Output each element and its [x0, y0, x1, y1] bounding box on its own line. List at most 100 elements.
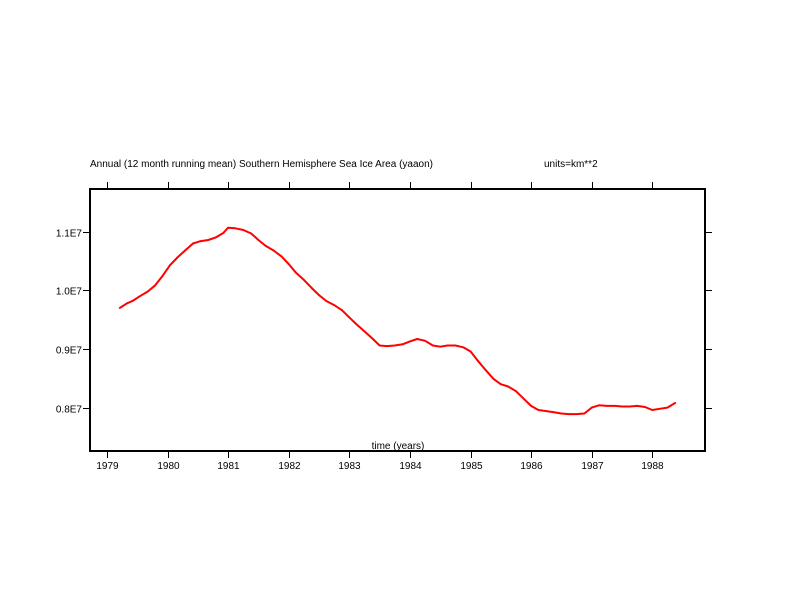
data-point — [446, 344, 449, 347]
data-point — [126, 302, 128, 305]
data-point — [409, 340, 411, 343]
data-point — [424, 339, 426, 342]
y-ticks-left — [83, 232, 90, 409]
data-point — [118, 307, 121, 309]
x-ticks-bottom — [107, 451, 653, 458]
x-tick-label: 1985 — [460, 461, 483, 472]
data-point — [131, 300, 134, 302]
data-point — [169, 264, 171, 267]
data-point — [264, 245, 267, 247]
data-point — [333, 304, 336, 306]
x-ticks-top — [107, 182, 653, 189]
y-tick-label: 0.8E7 — [56, 405, 83, 416]
y-tick-labels: 1.1E7 1.0E7 0.9E7 0.8E7 — [56, 229, 83, 416]
data-point — [674, 402, 677, 404]
data-point — [499, 383, 502, 386]
data-point — [242, 229, 245, 231]
x-tick-label: 1984 — [399, 461, 422, 472]
data-point — [613, 405, 616, 407]
data-point — [378, 344, 381, 347]
data-point — [515, 390, 517, 393]
x-tick-label: 1982 — [278, 461, 301, 472]
data-point — [522, 397, 525, 400]
x-tick-label: 1981 — [217, 461, 240, 472]
units-label: units=km**2 — [544, 159, 598, 170]
data-point — [560, 412, 563, 415]
x-tick-label: 1987 — [581, 461, 604, 472]
data-point — [272, 249, 275, 252]
x-axis-label: time (years) — [372, 441, 425, 452]
data-point — [234, 227, 237, 230]
x-tick-label: 1988 — [641, 461, 664, 472]
data-point — [287, 263, 290, 265]
data-point — [666, 406, 669, 409]
x-tick-label: 1980 — [157, 461, 180, 472]
data-point — [325, 300, 328, 302]
data-point — [530, 405, 532, 407]
data-point — [651, 409, 654, 411]
y-ticks-right — [705, 232, 712, 409]
x-tick-label: 1986 — [520, 461, 543, 472]
x-tick-labels: 1979 1980 1981 1982 1983 1984 1985 1986 1987 1988 — [96, 461, 664, 472]
data-point — [605, 405, 608, 407]
data-point — [192, 242, 194, 245]
data-point — [393, 344, 396, 347]
data-point — [537, 409, 540, 411]
data-point — [199, 240, 202, 243]
data-point — [476, 359, 479, 362]
data-point — [341, 309, 343, 312]
series-line — [119, 226, 676, 416]
data-point — [492, 378, 495, 380]
data-point — [355, 323, 358, 326]
data-point — [545, 410, 548, 412]
y-tick-label: 0.9E7 — [56, 346, 83, 357]
data-point — [628, 405, 631, 408]
data-point — [621, 405, 623, 408]
data-point — [636, 405, 638, 407]
data-point — [644, 406, 646, 408]
x-tick-label: 1979 — [96, 461, 119, 472]
data-point — [161, 274, 164, 277]
series-group — [118, 226, 677, 416]
data-point — [310, 287, 313, 289]
data-point — [222, 232, 225, 234]
data-point — [590, 406, 593, 409]
data-point — [184, 249, 187, 252]
data-point — [295, 271, 297, 274]
data-point — [416, 338, 419, 340]
data-point — [177, 256, 179, 258]
data-point — [257, 239, 260, 241]
data-point — [227, 226, 230, 229]
data-point — [507, 385, 509, 388]
data-point — [439, 345, 442, 348]
data-point — [575, 413, 578, 415]
y-tick-label: 1.1E7 — [56, 229, 83, 240]
data-point — [432, 344, 434, 347]
data-point — [567, 413, 570, 415]
y-tick-label: 1.0E7 — [56, 287, 83, 298]
plot-frame — [89, 188, 706, 452]
data-point — [280, 255, 283, 258]
data-point — [598, 404, 600, 407]
data-point — [401, 343, 404, 346]
data-point — [153, 284, 156, 287]
data-point — [303, 279, 305, 281]
data-point — [386, 345, 388, 347]
chart-title: Annual (12 month running mean) Southern … — [90, 159, 433, 170]
data-point — [250, 232, 253, 235]
data-point — [363, 330, 366, 333]
data-point — [318, 294, 320, 296]
data-point — [371, 337, 374, 340]
data-point — [454, 344, 457, 347]
data-point — [583, 412, 586, 415]
data-point — [146, 290, 149, 293]
data-point — [469, 350, 472, 353]
data-point — [138, 295, 141, 298]
data-point — [462, 346, 465, 349]
data-point — [214, 236, 217, 239]
data-point — [484, 369, 487, 371]
data-point — [658, 407, 661, 410]
data-point — [207, 239, 210, 241]
data-point — [348, 316, 351, 319]
